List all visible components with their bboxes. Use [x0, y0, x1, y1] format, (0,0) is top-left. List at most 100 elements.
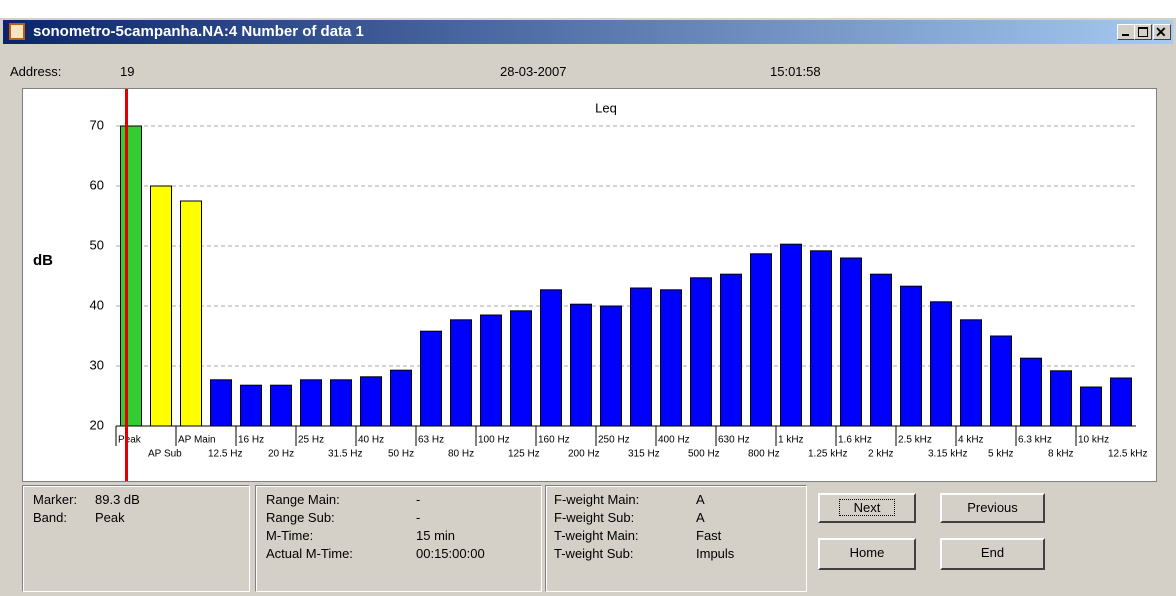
bar [1110, 377, 1132, 427]
button-label: Previous [967, 500, 1018, 515]
field-value: A [696, 492, 705, 507]
field-label: F-weight Sub: [554, 510, 635, 525]
field-label: F-weight Main: [554, 492, 640, 507]
field-label: Actual M-Time: [266, 546, 353, 561]
field-value: Fast [696, 528, 722, 543]
bar [750, 253, 772, 427]
bar [240, 384, 262, 427]
field-value: 15 min [416, 528, 456, 543]
bar [930, 301, 952, 427]
x-tick-label: 12.5 Hz [208, 449, 242, 460]
x-tick-label: 16 Hz [238, 435, 264, 446]
field-label: M-Time: [266, 528, 314, 543]
bar [300, 379, 322, 427]
bar [870, 273, 892, 427]
date: 28-03-2007 [500, 64, 567, 79]
field-label: T-weight Sub: [554, 546, 634, 561]
bar [420, 330, 442, 427]
y-tick-label: 20 [90, 417, 104, 432]
x-tick-label: 1.6 kHz [838, 435, 872, 446]
x-tick-label: 2 kHz [868, 449, 894, 460]
weight-panel: F-weight Main: A F-weight Sub: A T-weight Ma… [545, 485, 807, 592]
x-tick-label: 630 Hz [718, 435, 750, 446]
field-label: Marker: [33, 492, 78, 507]
bar [390, 369, 412, 427]
bar [690, 277, 712, 427]
bar [210, 379, 232, 427]
field-label: T-weight Main: [554, 528, 639, 543]
bar [1020, 357, 1042, 427]
bar [780, 243, 802, 427]
x-tick-label: 80 Hz [448, 449, 474, 460]
bar [120, 125, 142, 427]
time: 15:01:58 [770, 64, 821, 79]
title-bar: sonometro-5campanha.NA:4 Number of data … [3, 20, 1173, 44]
x-tick-label: 3.15 kHz [928, 449, 967, 460]
x-tick-label: AP Main [178, 435, 216, 446]
x-tick-label: 25 Hz [298, 435, 324, 446]
bar [570, 303, 592, 427]
bar [1050, 370, 1072, 427]
window: sonometro-5campanha.NA:4 Number of data … [0, 18, 1176, 596]
x-tick-label: Peak [118, 435, 142, 446]
field-value: Peak [95, 510, 125, 525]
bar [960, 319, 982, 427]
bar [510, 310, 532, 427]
x-tick-label: 250 Hz [598, 435, 630, 446]
field-value: - [416, 492, 421, 507]
bar [1080, 386, 1102, 427]
x-tick-label: AP Sub [148, 449, 182, 460]
next-button[interactable]: Next [818, 493, 916, 523]
bar [450, 319, 472, 427]
end-button[interactable]: End [940, 538, 1045, 570]
previous-button[interactable]: Previous [940, 493, 1045, 523]
y-tick-label: 50 [90, 237, 104, 252]
field-value: A [696, 510, 705, 525]
bar [600, 305, 622, 427]
x-tick-label: 40 Hz [358, 435, 384, 446]
x-tick-label: 63 Hz [418, 435, 444, 446]
y-tick-label: 70 [90, 117, 104, 132]
close-button[interactable]: ✕ [1153, 24, 1171, 40]
x-tick-label: 31.5 Hz [328, 449, 362, 460]
x-tick-label: 10 kHz [1078, 435, 1109, 446]
bar [540, 289, 562, 427]
bar [480, 314, 502, 427]
field-label: Range Main: [266, 492, 340, 507]
bar [660, 289, 682, 427]
marker-panel: Marker: 89.3 dB Band: Peak [22, 485, 250, 592]
home-button[interactable]: Home [818, 538, 916, 570]
minimize-button[interactable] [1117, 24, 1135, 40]
maximize-button[interactable] [1134, 24, 1152, 40]
x-tick-label: 315 Hz [628, 449, 660, 460]
x-tick-label: 6.3 kHz [1018, 435, 1052, 446]
x-tick-label: 100 Hz [478, 435, 510, 446]
bar [900, 285, 922, 427]
x-tick-label: 12.5 kHz [1108, 449, 1147, 460]
x-tick-label: 20 Hz [268, 449, 294, 460]
field-label: Range Sub: [266, 510, 335, 525]
field-value: Impuls [696, 546, 735, 561]
bar [180, 200, 202, 427]
window-title: sonometro-5campanha.NA:4 Number of data … [33, 23, 364, 40]
field-label: Band: [33, 510, 67, 525]
bar [720, 273, 742, 427]
x-tick-label: 8 kHz [1048, 449, 1074, 460]
y-tick-label: 30 [90, 357, 104, 372]
bar [270, 384, 292, 427]
address-label: Address: [10, 64, 62, 79]
x-tick-label: 1.25 kHz [808, 449, 847, 460]
chart: Leq dB 20 30 40 50 60 70 Peak AP Sub AP Main 12.5 H… [33, 89, 1147, 481]
bar [630, 287, 652, 427]
x-tick-label: 2.5 kHz [898, 435, 932, 446]
y-axis-label: dB [33, 252, 53, 269]
bar [150, 185, 172, 427]
field-value: - [416, 510, 421, 525]
field-value: 00:15:00:00 [416, 546, 485, 561]
x-tick-label: 125 Hz [508, 449, 540, 460]
range-panel: Range Main: - Range Sub: - M-Time: 15 min Actu… [255, 485, 542, 592]
x-tick-label: 4 kHz [958, 435, 984, 446]
bar [990, 335, 1012, 427]
address-value: 19 [120, 64, 135, 79]
bar [840, 257, 862, 427]
